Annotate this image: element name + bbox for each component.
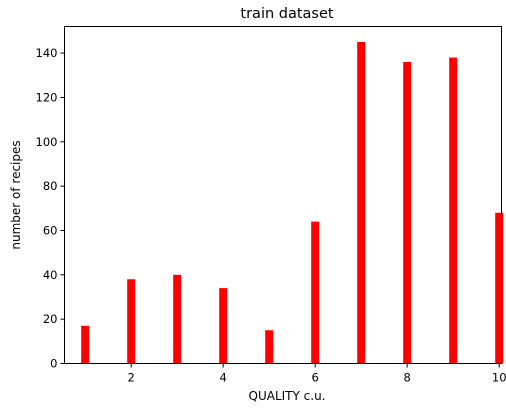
bar-quality-10 [495,212,504,364]
plot-frame [64,26,502,364]
x-tick-label: 10 [492,371,506,385]
y-tick-label: 20 [43,312,58,326]
y-axis-label: number of recipes [9,140,23,249]
x-tick-label: 8 [404,371,411,385]
x-axis-label: QUALITY c.u. [249,389,326,403]
y-tick-label: 40 [43,268,58,282]
bar-quality-8 [403,61,412,364]
y-tick-label: 80 [43,179,58,193]
bar-quality-4 [219,288,228,364]
y-tick-label: 120 [36,90,58,104]
bars-group [81,42,504,364]
bar-quality-3 [173,274,182,364]
y-axis-ticks: 0 20 40 60 80 100 120 140 [36,46,65,371]
x-tick-label: 2 [128,371,135,385]
y-tick-label: 0 [50,357,57,371]
y-tick-label: 60 [43,223,58,237]
bar-quality-1 [81,325,90,364]
bar-quality-9 [449,57,458,364]
bar-quality-7 [357,42,366,364]
y-tick-label: 100 [36,135,58,149]
bar-quality-5 [265,330,274,364]
bar-quality-6 [311,221,320,364]
chart-title: train dataset [240,6,333,22]
x-axis-ticks: 2 4 6 8 10 [128,363,506,385]
bar-quality-2 [127,279,136,364]
x-tick-label: 6 [312,371,319,385]
y-tick-label: 140 [36,46,58,60]
x-tick-label: 4 [220,371,227,385]
